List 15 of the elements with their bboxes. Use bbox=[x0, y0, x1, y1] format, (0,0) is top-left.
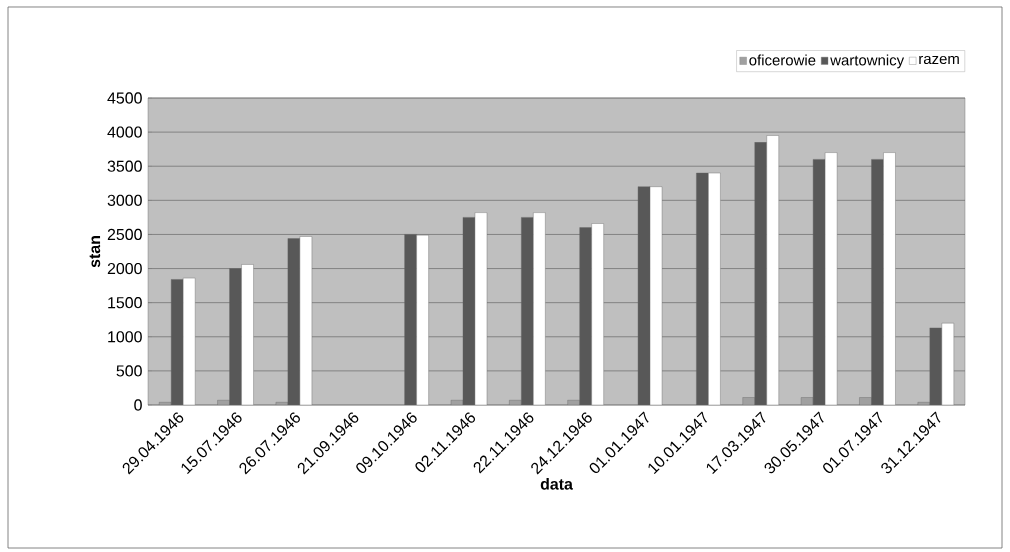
y-tick-label: 4000 bbox=[107, 126, 142, 138]
x-axis-title: data bbox=[540, 478, 573, 490]
y-tick-label: 500 bbox=[116, 365, 142, 377]
y-tick-label: 2500 bbox=[107, 228, 142, 241]
legend-label: wartownicy bbox=[830, 54, 905, 69]
y-tick-label: 4500 bbox=[107, 92, 142, 104]
y-tick-label: 2000 bbox=[107, 262, 142, 275]
y-axis-title: stan bbox=[89, 236, 101, 268]
legend-label: razem bbox=[919, 55, 959, 65]
y-tick-label: 3000 bbox=[107, 194, 142, 206]
y-tick-label: 1000 bbox=[108, 331, 142, 343]
y-tick-label: 3500 bbox=[107, 160, 142, 172]
y-tick-label: 0 bbox=[134, 399, 142, 411]
y-tick-label: 1500 bbox=[108, 297, 142, 309]
legend-label: oficerowie bbox=[749, 54, 816, 66]
